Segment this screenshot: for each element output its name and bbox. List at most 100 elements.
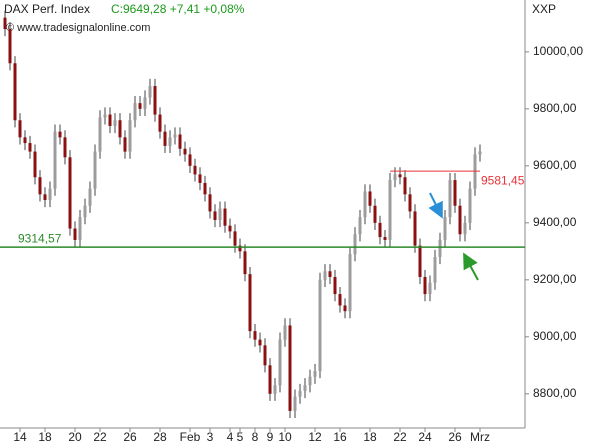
candle-body [423,276,427,295]
candle-body [63,137,67,158]
candle-body [393,174,397,181]
candle-body [68,157,72,229]
candle-body [228,225,232,232]
candle-body [478,151,482,155]
x-tick-label: 4 [227,430,234,444]
candle-body [103,114,107,118]
candle-body [133,103,137,121]
candle-body [153,86,157,115]
candle-body [93,151,97,189]
candle-body [458,205,462,235]
candle-body [238,245,242,252]
candle-body [368,191,372,206]
candle-body [58,131,62,138]
x-tick-label: 9 [267,430,274,444]
candle-body [243,251,247,275]
x-tick-label: 20 [68,430,82,444]
candle-body [288,325,292,411]
candle-body [108,114,112,126]
candle-body [163,131,167,146]
candle-body [83,205,87,218]
candle-body [223,208,227,226]
candle-body [233,231,237,246]
candle-body [443,217,447,240]
x-tick-label: 10 [278,430,292,444]
candle-body [213,211,217,220]
candle-body [128,120,132,152]
candle-body [173,134,177,138]
candle-body [138,103,142,109]
candle-body [278,339,282,386]
candle-body [378,222,382,238]
y-tick-label: 9800,00 [533,101,577,115]
candle-body [88,188,92,206]
candle-body [338,294,342,306]
x-tick-label: 28 [153,430,167,444]
candle-body [283,325,287,340]
candle-body [248,274,252,332]
candle-body [453,180,457,206]
candle-body [348,254,352,312]
arrow [463,252,479,281]
x-tick-label: 18 [363,430,377,444]
candle-body [98,117,102,152]
candle-body [188,154,192,166]
candle-body [28,143,32,152]
candle-body [313,371,317,377]
candle-body [203,182,207,195]
candle-body [148,86,152,98]
candle-body [8,29,12,64]
candle-body [178,134,182,149]
candle-body [18,120,22,138]
candle-body [158,114,162,132]
candle-body [428,282,432,295]
candle-body [353,234,357,255]
x-tick-label: 26 [123,430,137,444]
candle-body [208,194,212,212]
candle-body [73,228,77,240]
x-tick-label: 16 [333,430,347,444]
x-tick-label: Mrz [470,430,490,444]
candle-body [143,97,147,109]
candle-body [23,137,27,144]
x-tick-label: 14 [13,430,27,444]
candle-body [218,208,222,220]
x-tick-label: 5 [237,430,244,444]
candle-body [468,188,472,223]
candle-body [123,137,127,152]
candle-body [113,120,117,126]
arrow [428,192,443,219]
y-tick-label: 10000,00 [533,44,583,58]
candle-body [363,191,367,218]
candle-body [38,177,42,195]
candle-body [78,217,82,240]
x-tick-label: 18 [38,430,52,444]
candle-body [438,239,442,258]
candle-body [43,194,47,201]
candle-body [258,339,262,346]
candle-body [253,331,257,340]
candle-body [193,165,197,175]
candle-body [48,188,52,201]
x-tick-label: 24 [418,430,432,444]
candle-body [298,390,302,397]
candle-body [303,385,307,391]
candle-body [398,174,402,178]
candle-body [273,385,277,394]
candle-body [168,137,172,146]
candle-body [403,177,407,195]
candle-body [198,174,202,183]
candle-body [293,396,297,411]
resistance-label: 9581,45 [481,173,525,187]
candle-body [418,245,422,277]
axis-name: XXP [532,2,556,16]
x-tick-label: Feb [180,430,201,444]
y-tick-label: 9600,00 [533,158,577,172]
candle-body [183,148,187,155]
candle-body [3,17,7,30]
candle-body [328,271,332,277]
chart-title: DAX Perf. Index [4,2,90,16]
candle-body [33,151,37,178]
candle-body [118,120,122,138]
y-tick-label: 8800,00 [533,386,577,400]
